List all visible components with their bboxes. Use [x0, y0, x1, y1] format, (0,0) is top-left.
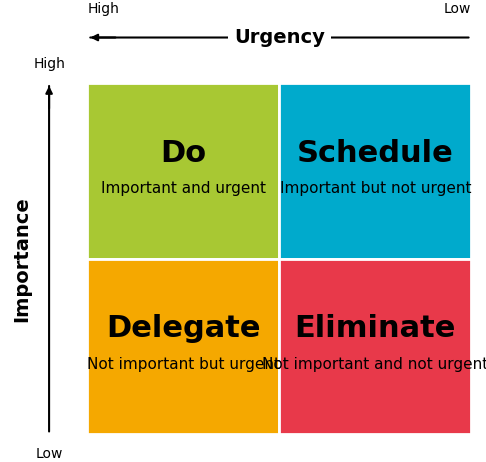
- FancyBboxPatch shape: [279, 259, 471, 434]
- Text: Low: Low: [35, 447, 63, 461]
- Text: Urgency: Urgency: [234, 28, 325, 47]
- FancyBboxPatch shape: [87, 259, 279, 434]
- Text: Important but not urgent: Important but not urgent: [279, 181, 471, 196]
- Text: Importance: Importance: [13, 196, 32, 322]
- Text: High: High: [87, 2, 120, 17]
- FancyBboxPatch shape: [279, 83, 471, 259]
- Text: Eliminate: Eliminate: [295, 315, 456, 343]
- Text: Schedule: Schedule: [297, 139, 454, 168]
- Text: Delegate: Delegate: [106, 315, 260, 343]
- Text: Do: Do: [160, 139, 207, 168]
- Text: Not important but urgent: Not important but urgent: [87, 357, 280, 371]
- Text: High: High: [33, 57, 65, 71]
- FancyBboxPatch shape: [87, 83, 279, 259]
- Text: Low: Low: [444, 2, 471, 17]
- Text: Not important and not urgent: Not important and not urgent: [262, 357, 486, 371]
- Text: Important and urgent: Important and urgent: [101, 181, 266, 196]
